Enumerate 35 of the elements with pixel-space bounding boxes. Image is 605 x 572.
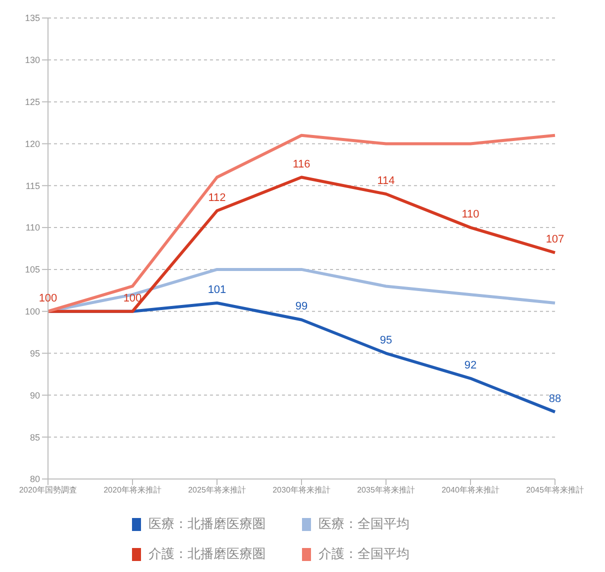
data-label: 112 xyxy=(208,192,226,204)
data-label: 107 xyxy=(546,234,564,246)
x-tick-label: 2030年将来推計 xyxy=(272,486,330,495)
y-tick-label: 130 xyxy=(24,55,40,66)
y-tick-label: 135 xyxy=(24,13,40,24)
data-label: 99 xyxy=(295,300,308,313)
y-tick-label: 90 xyxy=(30,390,40,400)
y-tick-label: 100 xyxy=(24,306,40,317)
y-tick-label: 80 xyxy=(30,474,40,484)
x-tick-label: 2045年将来推計 xyxy=(526,486,584,495)
legend-label: 医療：北播磨医療圏 xyxy=(148,516,266,533)
x-tick-label: 2035年将来推計 xyxy=(357,486,415,495)
y-tick-label: 115 xyxy=(26,180,40,191)
data-label: 100 xyxy=(123,292,142,304)
data-label: 116 xyxy=(292,158,310,170)
y-tick-label: 85 xyxy=(30,432,40,442)
data-label: 110 xyxy=(462,208,480,221)
x-tick-label: 2020年将来推計 xyxy=(104,486,162,495)
data-label: 114 xyxy=(377,175,395,188)
x-tick-label: 2040年将来推計 xyxy=(442,486,500,495)
data-label: 101 xyxy=(208,284,226,296)
y-tick-label: 120 xyxy=(24,138,40,149)
y-tick-label: 125 xyxy=(24,97,40,108)
y-tick-label: 95 xyxy=(30,348,40,358)
x-tick-label: 2020年国勢調査 xyxy=(19,486,77,495)
x-tick-label: 2025年将来推計 xyxy=(188,486,246,495)
data-label: 100 xyxy=(38,292,58,304)
y-tick-label: 105 xyxy=(24,264,40,275)
y-tick-label: 110 xyxy=(26,222,40,233)
legend-label: 介護：全国平均 xyxy=(318,546,410,563)
data-label: 95 xyxy=(380,334,392,346)
data-label: 92 xyxy=(464,359,477,372)
data-label: 88 xyxy=(548,392,562,405)
legend-label: 介護：北播磨医療圏 xyxy=(148,546,266,563)
legend-label: 医療：全国平均 xyxy=(318,516,410,533)
